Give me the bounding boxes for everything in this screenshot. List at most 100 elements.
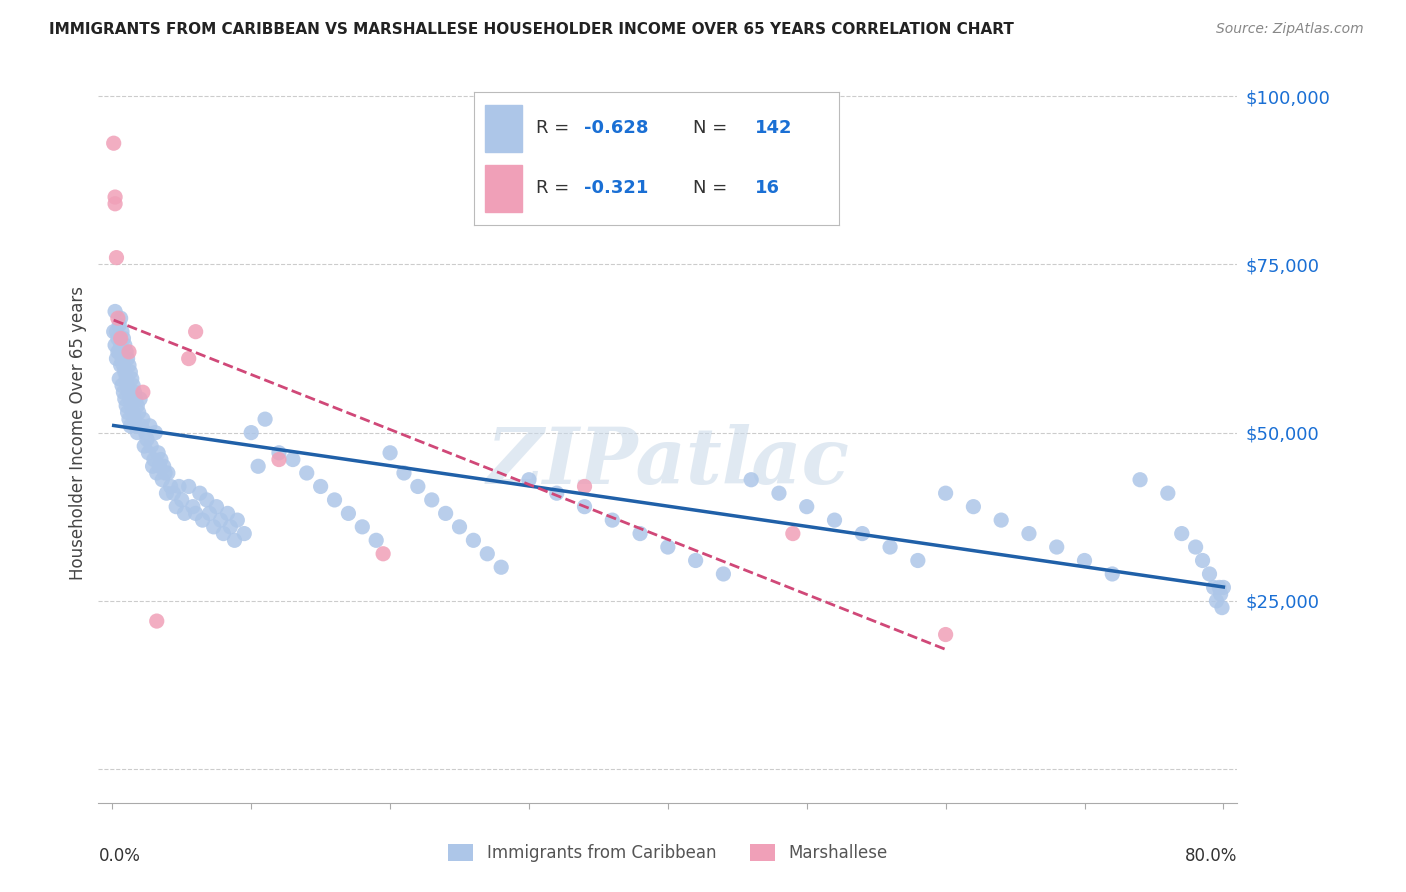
Point [309,479,332,493]
Point [226,513,249,527]
Point [1202,581,1225,595]
Point [121,372,143,386]
Point [143,452,166,467]
Point [434,507,457,521]
Point [184,325,207,339]
Point [134,439,156,453]
Point [406,479,429,493]
Point [125,418,148,433]
Point [167,479,190,493]
Point [851,526,873,541]
Text: Source: ZipAtlas.com: Source: ZipAtlas.com [1216,22,1364,37]
Point [105,325,128,339]
Point [112,331,135,345]
Point [173,507,195,521]
Point [107,331,129,345]
Point [141,439,163,453]
Point [879,540,901,554]
Point [118,344,141,359]
Point [181,500,204,514]
Text: 0.0%: 0.0% [98,847,141,865]
Point [1212,581,1234,595]
Point [124,412,146,426]
Point [195,492,218,507]
Point [121,399,143,413]
Point [1209,587,1232,601]
Point [420,492,443,507]
Point [114,365,136,379]
Point [118,385,141,400]
Point [104,190,127,204]
Point [740,473,762,487]
Text: 80.0%: 80.0% [1185,847,1237,865]
Point [990,513,1012,527]
Point [1101,566,1123,581]
Point [165,500,187,514]
Point [132,385,155,400]
Point [153,466,176,480]
Point [202,520,225,534]
Point [108,344,131,359]
Y-axis label: Householder Income Over 65 years: Householder Income Over 65 years [69,285,87,580]
Point [768,486,790,500]
Point [110,359,132,373]
Point [117,405,139,419]
Point [104,304,127,318]
Point [191,513,214,527]
Point [127,425,149,440]
Point [114,338,136,352]
Point [935,486,957,500]
Point [145,425,167,440]
Point [110,338,132,352]
Point [477,547,499,561]
Point [224,533,246,548]
Point [600,513,623,527]
Point [124,385,146,400]
Point [112,359,135,373]
Point [108,372,131,386]
Point [685,553,707,567]
Point [120,418,142,433]
Point [152,459,174,474]
Point [1018,526,1040,541]
Point [1046,540,1069,554]
Point [177,351,200,366]
Point [1170,526,1192,541]
Point [136,433,159,447]
Point [198,507,221,521]
Point [111,351,134,366]
Point [118,359,141,373]
Point [392,466,415,480]
Point [217,507,239,521]
Point [128,405,150,419]
Point [713,566,735,581]
Point [352,520,374,534]
Point [114,392,136,406]
Point [449,520,471,534]
Point [103,325,125,339]
Point [219,520,242,534]
Point [463,533,485,548]
Point [371,547,394,561]
Point [132,412,155,426]
Point [107,311,129,326]
Point [366,533,388,548]
Point [139,418,162,433]
Point [188,486,211,500]
Point [122,405,145,419]
Point [233,526,256,541]
Point [125,392,148,406]
Point [657,540,679,554]
Point [574,500,596,514]
Point [295,466,318,480]
Point [105,251,128,265]
Point [177,479,200,493]
Point [149,452,172,467]
Point [117,351,139,366]
Point [323,492,346,507]
Point [489,560,512,574]
Point [135,425,157,440]
Text: IMMIGRANTS FROM CARIBBEAN VS MARSHALLESE HOUSEHOLDER INCOME OVER 65 YEARS CORREL: IMMIGRANTS FROM CARIBBEAN VS MARSHALLESE… [49,22,1014,37]
Point [110,331,132,345]
Point [131,418,153,433]
